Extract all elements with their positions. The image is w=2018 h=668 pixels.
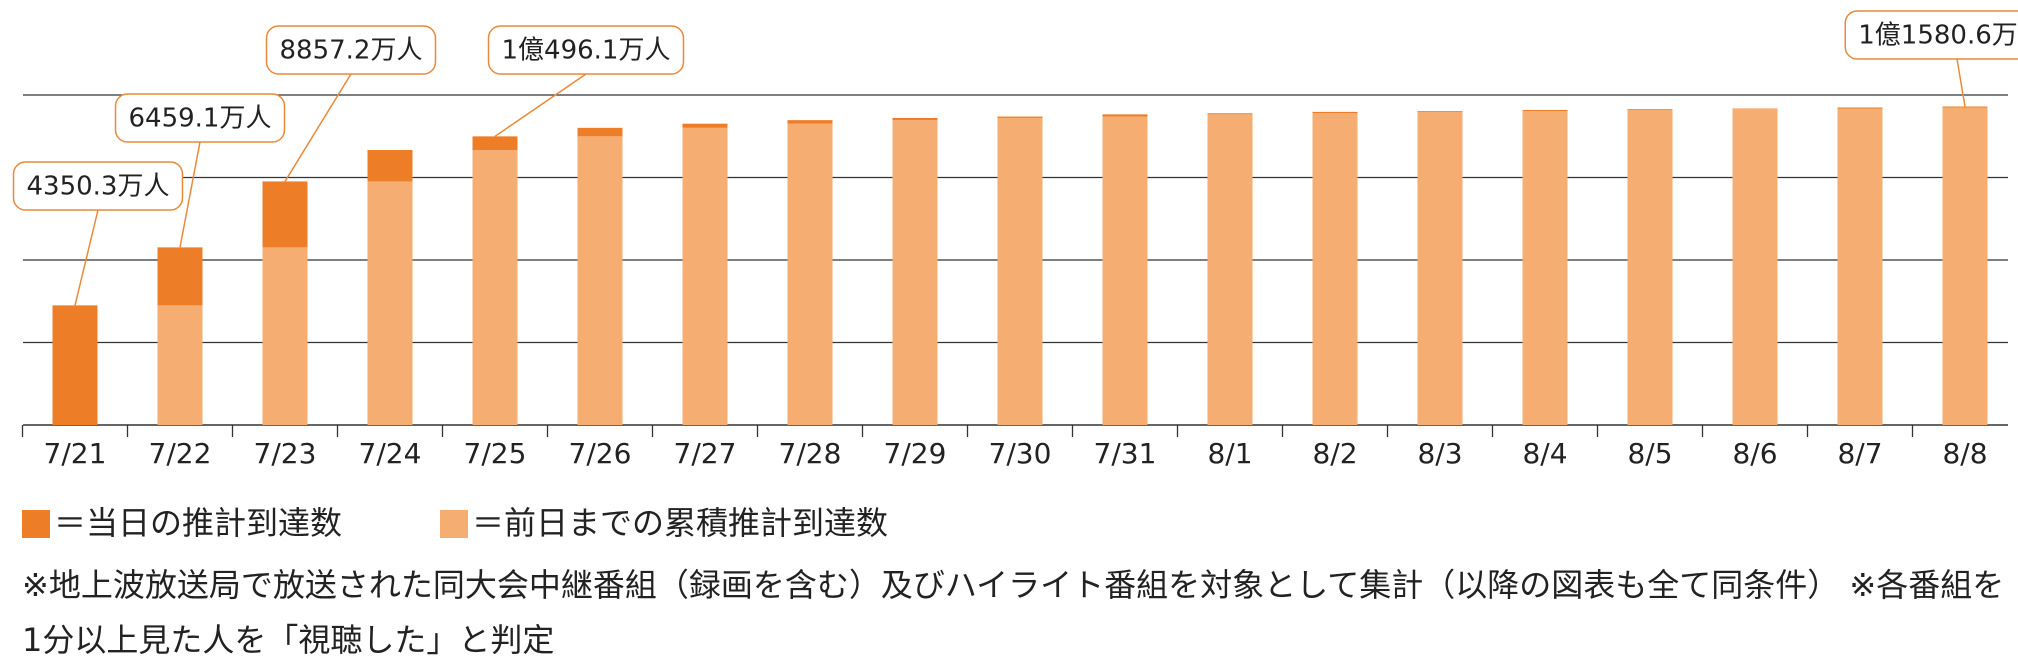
- x-tick-label: 7/24: [359, 437, 422, 470]
- bar-segment: [1102, 114, 1148, 117]
- callout-label: 6459.1万人: [129, 104, 272, 134]
- bar-segment: [682, 123, 728, 128]
- bar-segment: [1732, 109, 1778, 425]
- bar-segment: [1522, 109, 1568, 112]
- bar-segment: [472, 150, 518, 425]
- bar-segment: [1627, 109, 1673, 426]
- bar-segment: [577, 127, 623, 137]
- bar-segment: [1837, 107, 1883, 109]
- x-tick-label: 8/7: [1837, 437, 1882, 470]
- callout-box: [114, 93, 286, 143]
- x-tick-label: 8/6: [1732, 437, 1777, 470]
- x-tick-label: 8/3: [1417, 437, 1462, 470]
- callout: 8857.2万人: [265, 25, 437, 182]
- x-tick-label: 7/21: [44, 437, 107, 470]
- chart-note: ※地上波放送局で放送された同大会中継番組（録画を含む）及びハイライト番組を対象と…: [22, 566, 2005, 659]
- x-tick-label: 7/23: [254, 437, 317, 470]
- bar-segment: [787, 123, 833, 426]
- bar-segment: [1732, 108, 1778, 110]
- callout-box: [487, 25, 685, 75]
- legend-label: ＝当日の推計到達数: [54, 504, 342, 542]
- bar-segment: [367, 181, 413, 425]
- callout-box: [12, 161, 184, 211]
- x-tick-label: 7/31: [1094, 437, 1157, 470]
- callout-box: [1844, 10, 2018, 60]
- bar-segment: [892, 117, 938, 121]
- legend-swatch: [440, 510, 468, 538]
- bar-segment: [997, 116, 1043, 118]
- callout-box: [265, 25, 437, 75]
- x-tick-label: 7/29: [884, 437, 947, 470]
- bar-segment: [1522, 111, 1568, 425]
- bar-segment: [577, 136, 623, 426]
- callout-pointer: [284, 73, 352, 182]
- bar-segment: [1312, 111, 1358, 114]
- x-tick-label: 8/2: [1312, 437, 1357, 470]
- bar-segment: [367, 150, 413, 182]
- bar-segment: [787, 120, 833, 124]
- x-tick-label: 7/22: [149, 437, 212, 470]
- callout: 1億496.1万人: [487, 25, 685, 137]
- x-tick-label: 7/26: [569, 437, 632, 470]
- callout-pointer: [1956, 58, 1966, 107]
- callout-label: 4350.3万人: [27, 172, 170, 202]
- bar-segment: [157, 305, 203, 425]
- callout-label: 8857.2万人: [280, 36, 423, 66]
- bar-segment: [1312, 113, 1358, 425]
- callout-label: 1億1580.6万人: [1858, 21, 2018, 51]
- bar-segment: [52, 305, 98, 425]
- x-tick-label: 8/4: [1522, 437, 1567, 470]
- callout: 6459.1万人: [114, 93, 286, 248]
- bar-segment: [1627, 109, 1673, 110]
- bar-segment: [1207, 114, 1253, 426]
- callout-pointer: [179, 141, 201, 248]
- bar-segment: [997, 117, 1043, 425]
- legend-label: ＝前日までの累積推計到達数: [472, 504, 888, 542]
- bar-segment: [1942, 106, 1988, 108]
- bar-segment: [262, 181, 308, 248]
- bar-segment: [682, 127, 728, 426]
- bar-segment: [892, 120, 938, 425]
- chart: 7/21 7/22 7/23 7/24 7/25 7/26 7/27 7/28 7/29 7/30…: [12, 10, 2018, 542]
- legend-swatch: [22, 510, 50, 538]
- bar-segment: [1207, 113, 1253, 115]
- x-tick-label: 7/27: [674, 437, 737, 470]
- callout: 4350.3万人: [12, 161, 184, 306]
- bar-segment: [262, 247, 308, 425]
- x-tick-label: 7/30: [989, 437, 1052, 470]
- callout: 1億1580.6万人: [1844, 10, 2018, 107]
- bar-segment: [1417, 111, 1463, 112]
- bar-segment: [1837, 108, 1883, 426]
- x-tick-label: 7/28: [779, 437, 842, 470]
- x-tick-label: 8/5: [1627, 437, 1672, 470]
- callout-pointer: [494, 73, 587, 137]
- x-tick-label: 8/8: [1942, 437, 1987, 470]
- bar-segment: [1942, 107, 1988, 426]
- bar-segment: [157, 247, 203, 306]
- bar-segment: [1102, 116, 1148, 425]
- callout-label: 1億496.1万人: [502, 36, 671, 66]
- x-tick-label: 7/25: [464, 437, 527, 470]
- callout-pointer: [74, 209, 99, 306]
- bar-segment: [1417, 111, 1463, 425]
- bar-segment: [472, 136, 518, 150]
- x-tick-label: 8/1: [1207, 437, 1252, 470]
